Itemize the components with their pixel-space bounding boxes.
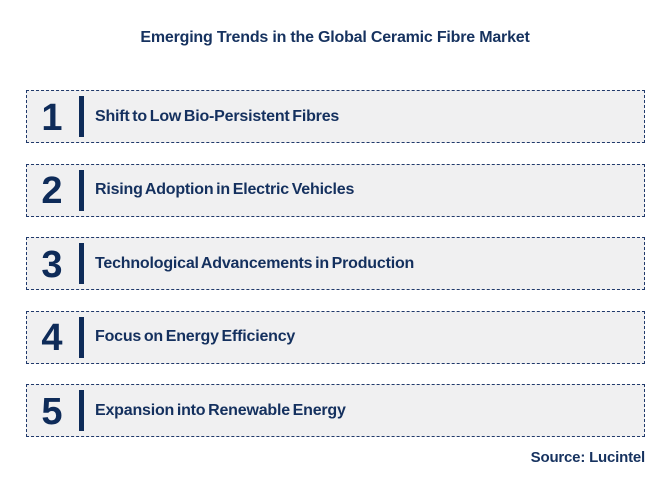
trend-number: 1 xyxy=(41,96,63,139)
number-divider-bar xyxy=(79,316,84,358)
trend-label: Shift to Low Bio-Persistent Fibres xyxy=(95,107,340,125)
trend-row-4: 4 Focus on Energy Efficiency xyxy=(26,310,645,364)
trend-label: Focus on Energy Efficiency xyxy=(95,328,296,345)
number-divider-bar xyxy=(79,243,84,284)
number-divider-bar xyxy=(79,96,84,137)
page-title: Emerging Trends in the Global Ceramic Fi… xyxy=(140,29,530,46)
trend-row-2: 2 Rising Adoption in Electric Vehicles xyxy=(26,163,645,217)
trend-list: 1 Shift to Low Bio-Persistent Fibres 2 R… xyxy=(26,90,645,437)
trend-number: 3 xyxy=(41,243,63,286)
trend-label: Technological Advancements in Production xyxy=(95,254,415,272)
trend-label: Expansion into Renewable Energy xyxy=(95,401,346,419)
trend-row-3: 3 Technological Advancements in Producti… xyxy=(26,237,645,290)
trend-row-1: 1 Shift to Low Bio-Persistent Fibres xyxy=(26,90,645,143)
trend-row-5: 5 Expansion into Renewable Energy xyxy=(26,384,645,437)
trend-number: 5 xyxy=(41,390,63,433)
trend-number: 4 xyxy=(41,317,63,359)
trend-label: Rising Adoption in Electric Vehicles xyxy=(95,181,355,198)
number-divider-bar xyxy=(79,390,84,431)
trend-number: 2 xyxy=(41,170,63,212)
number-divider-bar xyxy=(79,169,84,211)
source-attribution: Source: Lucintel xyxy=(530,449,646,466)
